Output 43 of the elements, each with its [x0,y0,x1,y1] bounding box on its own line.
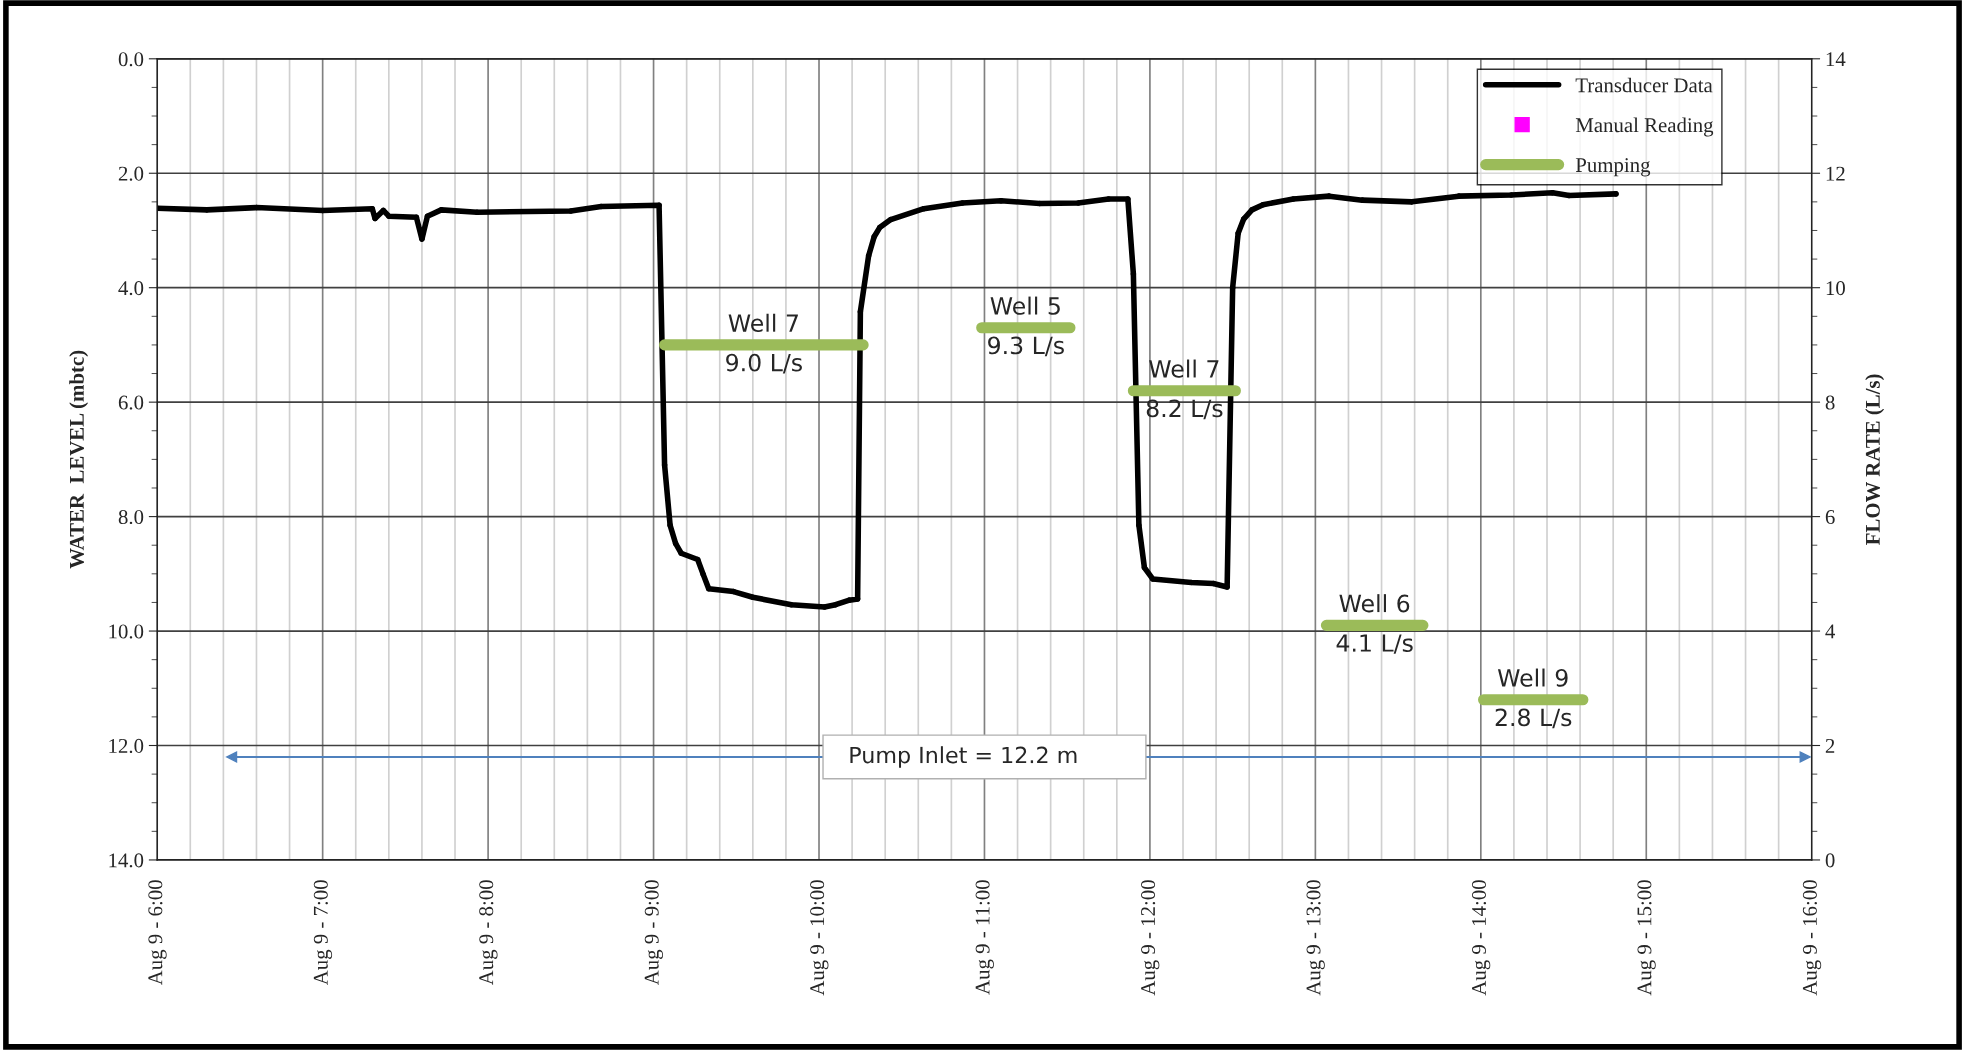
y2-tick-label: 10 [1826,281,1845,296]
x-tick-label: Aug 9 - 16:00 [1802,880,1822,996]
legend-label: Manual Reading [1575,117,1714,137]
annotation: Well 6 [1339,594,1410,613]
y2-tick-label: 8 [1825,395,1835,410]
annotation: 4.1 L/s [1336,634,1413,654]
y-axis-title: WATER LEVEL (mbtc) [69,350,89,569]
x-tick-label: Aug 9 - 12:00 [1141,880,1160,996]
annotation: 8.2 L/s [1146,399,1223,420]
y2-tick-label: 12 [1826,166,1845,181]
x-tick-label: Aug 9 - 13:00 [1306,880,1325,996]
x-tick-label: Aug 9 - 8:00 [479,880,498,986]
y2-tick-label: 14 [1826,52,1846,67]
annotation: Well 9 [1497,668,1568,687]
annotation: Well 7 [728,313,798,333]
y2-axis-title: FLOW RATE (L/s) [1865,374,1885,545]
y-tick-label: 10.0 [109,624,144,639]
x-tick-label: Aug 9 - 10:00 [810,880,829,996]
ref-line-label: Pump Inlet = 12.2 m [850,746,1077,768]
y2-tick-label: 0 [1825,853,1835,868]
y-tick-label: 0.0 [118,52,144,67]
x-tick-label: Aug 9 - 11:00 [975,880,994,995]
annotation: 9.3 L/s [988,336,1064,357]
y-tick-label: 14.0 [109,853,144,868]
y-tick-label: 8.0 [118,509,144,525]
legend-label: Transducer Data [1575,77,1713,93]
y2-tick-label: 2 [1825,738,1835,753]
x-tick-label: Aug 9 - 7:00 [313,880,333,986]
y2-tick-label: 4 [1825,624,1836,639]
x-tick-label: Aug 9 - 14:00 [1471,880,1491,996]
legend-label: Pumping [1575,158,1651,177]
y-tick-label: 4.0 [118,281,144,296]
x-tick-label: Aug 9 - 6:00 [148,880,167,986]
y-tick-label: 12.0 [109,738,144,754]
annotation: Well 5 [990,296,1060,315]
y2-tick-label: 6 [1825,510,1835,525]
annotation: 9.0 L/s [726,353,802,374]
annotation: Well 7 [1149,359,1219,378]
y-tick-label: 6.0 [118,395,144,410]
x-tick-label: Aug 9 - 9:00 [644,880,664,986]
x-tick-label: Aug 9 - 15:00 [1637,880,1656,996]
annotation: 2.8 L/s [1495,708,1572,729]
y-tick-label: 2.0 [118,166,144,181]
